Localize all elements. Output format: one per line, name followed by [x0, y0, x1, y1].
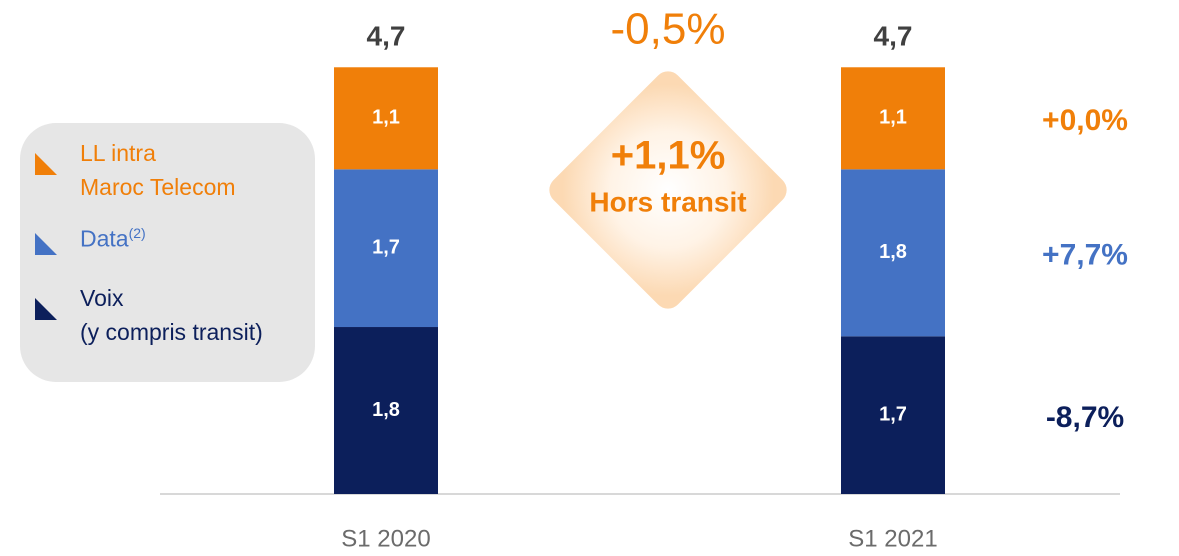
bar-segment — [841, 169, 945, 337]
bar-segment — [334, 67, 438, 170]
legend-text: Voix (y compris transit) — [80, 285, 263, 345]
legend-marker — [35, 298, 57, 320]
value-label: 1,7 — [372, 236, 400, 258]
value-label: 1,1 — [879, 107, 907, 129]
total-change: -0,5% — [611, 5, 726, 54]
growth-label: -8,7% — [1046, 401, 1124, 434]
bar-segment — [334, 327, 438, 494]
total-label: 4,7 — [367, 20, 406, 51]
bar-segment — [841, 67, 945, 170]
growth-label: +7,7% — [1042, 239, 1128, 272]
bar-segment — [334, 169, 438, 328]
highlight-diamond — [549, 71, 787, 309]
ex-transit-label: Hors transit — [589, 186, 746, 217]
legend-label: Voix (y compris transit) — [80, 281, 263, 349]
value-label: 1,8 — [372, 399, 400, 421]
x-tick-label: S1 2020 — [341, 525, 430, 552]
growth-label: +0,0% — [1042, 104, 1128, 137]
legend-text: Data — [80, 225, 129, 252]
value-label: 1,1 — [372, 107, 400, 129]
legend-box — [20, 123, 315, 382]
total-label: 4,7 — [874, 20, 913, 51]
bar-segment — [841, 336, 945, 494]
legend-label: Data(2) — [80, 216, 146, 256]
legend-text: LL intra Maroc Telecom — [80, 140, 236, 200]
legend-label: LL intra Maroc Telecom — [80, 136, 236, 204]
legend-marker — [35, 153, 57, 175]
legend-marker — [35, 233, 57, 255]
change-ex-transit: +1,1% — [611, 134, 726, 178]
x-tick-label: S1 2021 — [848, 525, 937, 552]
value-label: 1,7 — [879, 403, 907, 425]
legend-note: (2) — [128, 225, 146, 241]
value-label: 1,8 — [879, 241, 907, 263]
